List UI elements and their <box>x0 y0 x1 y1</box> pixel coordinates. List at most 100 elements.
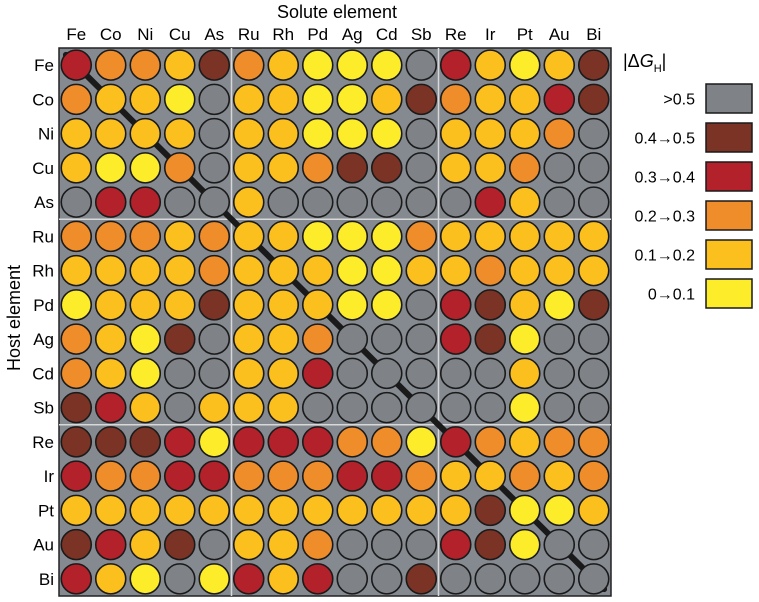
heatmap-cell <box>163 83 196 116</box>
heatmap-cell <box>198 494 231 527</box>
heatmap-cell <box>370 83 403 116</box>
heatmap-cell <box>198 426 231 458</box>
heatmap-cell <box>163 426 196 458</box>
heatmap-cell <box>543 528 576 561</box>
x-tick-label: Ir <box>485 25 496 44</box>
heatmap-cell <box>198 357 231 390</box>
heatmap-cell <box>232 117 265 150</box>
heatmap-cell <box>198 323 231 355</box>
heatmap-cell <box>405 357 438 390</box>
y-tick-label: Ir <box>44 467 55 486</box>
heatmap-cell <box>474 563 507 595</box>
heatmap-cell <box>336 391 369 424</box>
heatmap-cell <box>543 254 576 287</box>
heatmap-cell <box>577 117 610 150</box>
heatmap-cell <box>94 528 127 561</box>
heatmap-cell <box>405 49 438 81</box>
heatmap-cell <box>60 494 93 527</box>
heatmap-cell <box>474 323 507 355</box>
heatmap-cell <box>508 426 541 458</box>
heatmap-cell <box>301 220 334 253</box>
heatmap-cell <box>370 220 403 253</box>
heatmap-cell <box>474 289 507 321</box>
heatmap-cell <box>405 460 438 492</box>
heatmap-cell <box>474 254 507 287</box>
heatmap-cell <box>129 494 162 527</box>
x-tick-label: Cd <box>376 25 398 44</box>
heatmap-cell <box>198 83 231 116</box>
legend-label: >0.5 <box>663 92 695 109</box>
heatmap-cell <box>60 83 93 116</box>
heatmap-cell <box>60 152 93 184</box>
heatmap-cell <box>336 460 369 492</box>
heatmap-cell <box>577 563 610 595</box>
heatmap-cell <box>543 49 576 81</box>
heatmap-cell <box>129 391 162 424</box>
heatmap-cell <box>60 563 93 595</box>
y-tick-label: Sb <box>33 399 54 418</box>
heatmap-cell <box>543 186 576 218</box>
heatmap-cell <box>94 254 127 287</box>
heatmap-cell <box>405 563 438 595</box>
y-tick-label: Bi <box>39 570 54 589</box>
x-tick-label: Au <box>549 25 570 44</box>
heatmap-cell <box>163 563 196 595</box>
heatmap-cell <box>577 49 610 81</box>
heatmap-cell <box>163 254 196 287</box>
heatmap-cell <box>198 391 231 424</box>
heatmap-cell <box>543 117 576 150</box>
heatmap-cell <box>439 220 472 253</box>
heatmap-cell <box>267 186 300 218</box>
heatmap-cell <box>129 357 162 390</box>
y-tick-label: Ni <box>38 125 54 144</box>
heatmap-cell <box>94 152 127 184</box>
heatmap-cell <box>163 220 196 253</box>
heatmap-cell <box>129 426 162 458</box>
heatmap-cell <box>543 83 576 116</box>
heatmap-cell <box>370 528 403 561</box>
heatmap-cell <box>267 426 300 458</box>
heatmap-cell <box>267 563 300 595</box>
heatmap-cell <box>370 49 403 81</box>
heatmap-cell <box>232 152 265 184</box>
heatmap-cell <box>336 152 369 184</box>
heatmap-cell <box>508 391 541 424</box>
heatmap-cell <box>405 323 438 355</box>
heatmap-cell <box>60 49 93 81</box>
heatmap-cell <box>508 220 541 253</box>
heatmap-cell <box>94 49 127 81</box>
heatmap-cell <box>301 357 334 390</box>
heatmap-cell <box>232 220 265 253</box>
heatmap-cell <box>232 186 265 218</box>
heatmap-cell <box>301 460 334 492</box>
x-tick-label: As <box>204 25 224 44</box>
heatmap-cell <box>198 528 231 561</box>
heatmap-cell <box>267 152 300 184</box>
heatmap-cell <box>232 460 265 492</box>
x-tick-label: Rh <box>272 25 294 44</box>
heatmap-cell <box>508 494 541 527</box>
heatmap-cell <box>474 220 507 253</box>
heatmap-cell <box>508 357 541 390</box>
heatmap-cell <box>543 391 576 424</box>
heatmap-cell <box>301 83 334 116</box>
heatmap-cell <box>577 391 610 424</box>
y-tick-label: Pd <box>33 296 54 315</box>
heatmap-cell <box>267 357 300 390</box>
heatmap-cell <box>370 289 403 321</box>
heatmap-cell <box>370 186 403 218</box>
heatmap-cell <box>474 152 507 184</box>
heatmap-cell <box>267 323 300 355</box>
heatmap-cell <box>60 186 93 218</box>
heatmap-cell <box>129 289 162 321</box>
legend-swatch <box>705 278 753 309</box>
heatmap-cell <box>163 323 196 355</box>
x-tick-label: Co <box>100 25 122 44</box>
heatmap-cell <box>474 357 507 390</box>
heatmap-cell <box>577 460 610 492</box>
x-tick-label: Fe <box>66 25 86 44</box>
heatmap-cell <box>198 460 231 492</box>
heatmap-cell <box>543 563 576 595</box>
heatmap-cell <box>301 426 334 458</box>
